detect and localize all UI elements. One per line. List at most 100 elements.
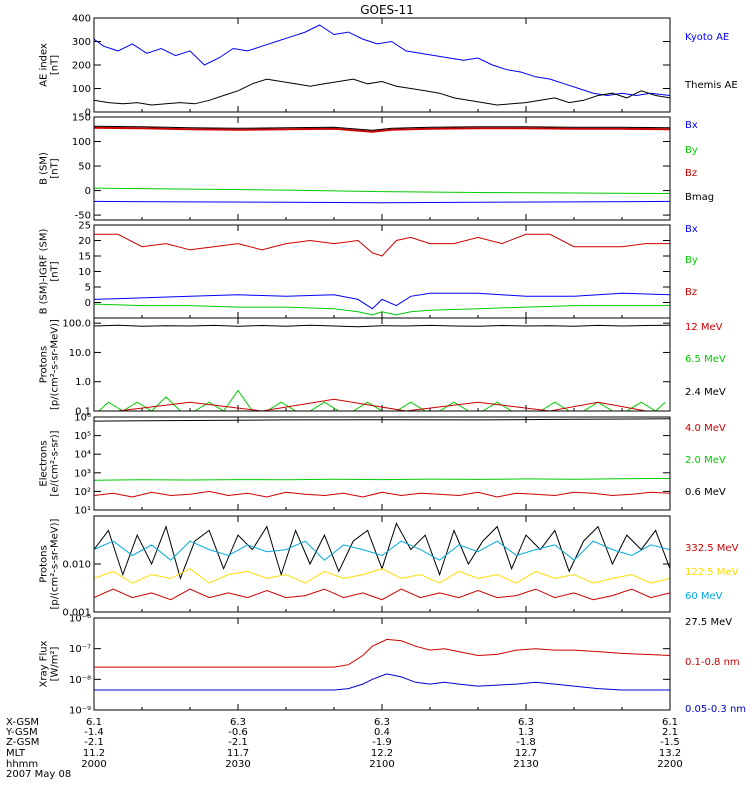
y-tick-label: -50 [75, 211, 91, 222]
legend-entry: 6.5 MeV [685, 354, 726, 365]
y-tick-label: 100 [72, 137, 91, 148]
legend-entry: By [685, 255, 698, 266]
panel-frame [93, 617, 671, 711]
y-axis-label: [nT] [50, 158, 61, 178]
y-tick-label: 0.010 [62, 560, 91, 571]
orbit-value: 2000 [81, 759, 106, 770]
orbit-value: 2030 [225, 759, 250, 770]
orbit-value: 6.3 [374, 717, 390, 728]
legend-entry: Themis AE [684, 80, 738, 91]
series-kyoto-ae [94, 24, 670, 97]
y-tick-label: 10³ [74, 468, 91, 479]
y-tick-label: 100.0 [62, 319, 91, 330]
y-tick-label: 100 [72, 84, 91, 95]
orbit-value: -1.8 [516, 737, 536, 748]
y-axis-label: Protons [39, 545, 50, 582]
y-tick-label: 0 [85, 298, 91, 309]
y-axis-label: [nT] [50, 55, 61, 75]
y-tick-label: 10² [74, 487, 91, 498]
y-tick-label: 5 [85, 283, 91, 294]
series-by [94, 303, 670, 316]
legend-entry: 122.5 MeV [685, 567, 739, 578]
y-tick-label: 25 [78, 221, 91, 232]
y-tick-label: 0 [85, 108, 91, 119]
orbit-value: 11.7 [227, 748, 249, 759]
y-tick-label: 0 [85, 186, 91, 197]
orbit-row-label: MLT [6, 748, 26, 759]
legend-entry: Bx [685, 224, 698, 235]
y-tick-label: 0.001 [62, 608, 91, 619]
series-2-4-mev [94, 324, 670, 328]
legend-entry: 2.0 MeV [685, 455, 726, 466]
y-tick-label: 10⁶ [74, 413, 91, 424]
y-axis-label: B (SM) [39, 152, 50, 185]
legend-entry: By [685, 145, 698, 156]
y-tick-label: 0.1 [75, 407, 91, 418]
orbit-row-label: X-GSM [6, 717, 39, 728]
y-tick-label: 10 [78, 267, 91, 278]
panel-frame [93, 224, 671, 319]
series-0-1-0-8-nm [94, 638, 670, 668]
orbit-value: 2100 [369, 759, 394, 770]
y-axis-label: [p/(cm²-s-sr-MeV)] [50, 319, 61, 410]
orbit-value: 6.3 [518, 717, 534, 728]
panel-frame [93, 416, 671, 511]
y-tick-label: 50 [78, 162, 91, 173]
orbit-value: -2.1 [84, 737, 104, 748]
y-tick-label: 1.0 [75, 377, 91, 388]
orbit-value: 2200 [657, 759, 682, 770]
legend-entry: Bz [685, 287, 697, 298]
orbit-value: 12.2 [371, 748, 393, 759]
orbit-row-label: 2007 May 08 [6, 769, 71, 780]
series-bx [94, 200, 670, 204]
legend-entry: Bmag [685, 192, 714, 203]
y-axis-label: Electrons [39, 440, 50, 486]
orbit-row-label: hhmm [6, 759, 38, 770]
legend-entry: Bz [685, 168, 697, 179]
y-tick-label: 10⁻⁹ [69, 706, 91, 717]
legend-entry: 60 MeV [685, 591, 723, 602]
legend-entry: Kyoto AE [685, 32, 729, 43]
legend-entry: 27.5 MeV [685, 617, 732, 628]
legend-entry: 4.0 MeV [685, 423, 726, 434]
orbit-value: 2130 [513, 759, 538, 770]
series-332-5-mev [94, 588, 670, 601]
y-axis-label: [e/(cm²-s-sr)] [50, 430, 61, 496]
orbit-value: -2.1 [228, 737, 248, 748]
y-tick-label: 20 [78, 236, 91, 247]
orbit-value: 1.3 [518, 727, 534, 738]
legend-entry: 12 MeV [685, 322, 723, 333]
series-by [94, 187, 670, 194]
series-4-0-mev [94, 490, 670, 498]
legend-entry: 2.4 MeV [685, 387, 726, 398]
orbit-value: -1.9 [372, 737, 392, 748]
series-bx [94, 292, 670, 310]
series-0-05-0-3-nm [94, 673, 670, 691]
y-tick-label: 10⁻⁷ [69, 644, 91, 655]
series-0-6-mev [94, 418, 670, 422]
series-bmag [94, 125, 670, 131]
panel-electrons: 10¹ 10² 10³ 10⁴ 10⁵ 10⁶ Electrons [e/(cm²-s-sr)… [39, 413, 726, 517]
orbit-value: 6.3 [230, 717, 246, 728]
legend-entry: 332.5 MeV [685, 543, 739, 554]
panel-protons_hi: 0.1 1.0 10.0 100.0 Protons [p/(cm²-s-sr-MeV)]… [39, 317, 726, 418]
y-tick-label: 300 [72, 37, 91, 48]
y-tick-label: 10⁻⁶ [69, 614, 91, 625]
series-60-mev [94, 540, 670, 561]
orbit-value: -1.4 [84, 727, 104, 738]
series-122-5-mev [94, 568, 670, 584]
panel-protons_lo: 0.001 0.010 Protons [p/(cm²-s-sr-MeV)] 332.5… [39, 515, 739, 628]
legend-entry: 0.05-0.3 nm [685, 704, 746, 715]
panel-bsm: -50 0 50 100 150 B (SM) [nT] Bx By Bz Bmag [39, 113, 715, 222]
y-axis-label: Xray Flux [39, 640, 50, 687]
orbit-value: 6.1 [86, 717, 102, 728]
legend-entry: 0.1-0.8 nm [685, 657, 740, 668]
y-tick-label: 15 [78, 252, 91, 263]
orbit-value: 13.2 [659, 748, 681, 759]
y-tick-label: 150 [72, 113, 91, 124]
y-tick-label: 200 [72, 61, 91, 72]
y-tick-label: 10⁻⁸ [69, 675, 91, 686]
series-themis-ae [94, 78, 670, 106]
legend-entry: Bx [685, 120, 698, 131]
